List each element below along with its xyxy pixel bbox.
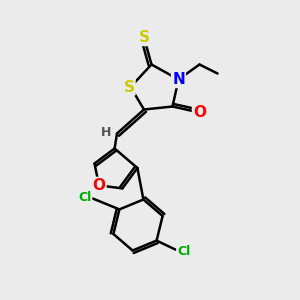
Text: S: S <box>124 80 134 94</box>
Text: Cl: Cl <box>177 244 190 258</box>
Text: O: O <box>193 105 206 120</box>
Text: N: N <box>172 72 185 87</box>
Text: S: S <box>139 30 149 45</box>
Text: Cl: Cl <box>78 190 91 204</box>
Text: H: H <box>101 125 112 139</box>
Text: O: O <box>92 178 106 193</box>
